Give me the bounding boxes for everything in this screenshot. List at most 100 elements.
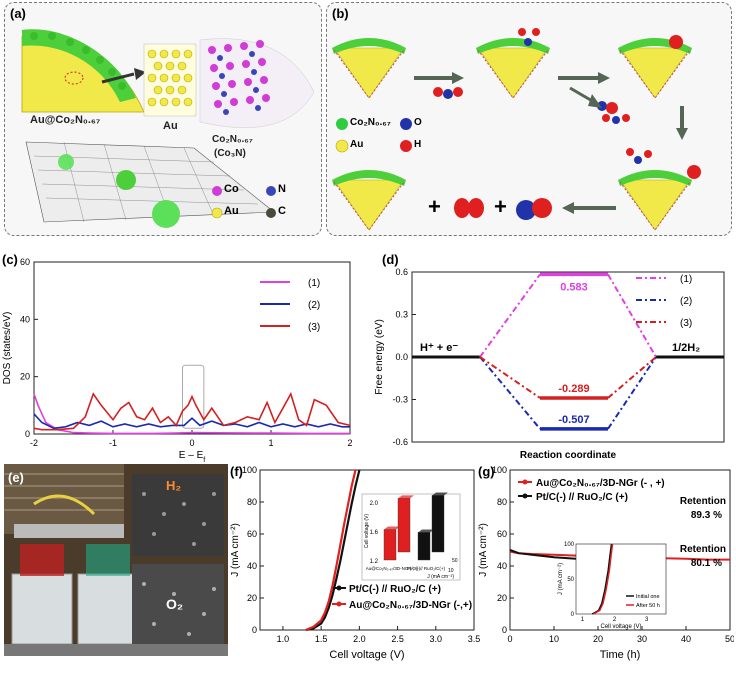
plus-sign-1: + bbox=[428, 194, 441, 219]
panel-c-label: (c) bbox=[2, 252, 18, 267]
g-inset-legend-label-2: After 50 h bbox=[636, 603, 660, 609]
g-inset-x-tick-label: 1 bbox=[581, 617, 585, 623]
composite-label: Au@Co₂N₀.₆₇ bbox=[30, 114, 101, 126]
g-legend-marker-2 bbox=[522, 493, 528, 499]
panel-a-label: (a) bbox=[10, 6, 26, 21]
dos-plot-frame bbox=[33, 261, 351, 435]
f-inset-z-tick-1: 10 bbox=[448, 568, 454, 574]
f-inset-bar-au-10-top bbox=[384, 526, 400, 530]
y-tick-label: 0 bbox=[502, 625, 507, 635]
plus-sign-2: + bbox=[494, 194, 507, 219]
y-tick-label: 0.0 bbox=[395, 352, 408, 362]
y-tick-label: -0.3 bbox=[392, 395, 408, 405]
panel-f-label: (f) bbox=[230, 464, 243, 479]
legend-au-label: Au bbox=[224, 205, 239, 217]
y-axis-label: Free energy (eV) bbox=[374, 319, 385, 395]
g-inset-x-tick-label: 3 bbox=[645, 617, 649, 623]
panel-g-label: (g) bbox=[478, 464, 495, 479]
x-axis-label: Time (h) bbox=[600, 649, 641, 661]
g-inset-y-tick-label: 50 bbox=[567, 577, 574, 583]
y-tick-label: 100 bbox=[242, 465, 257, 475]
co3n-label: (Co₃N) bbox=[214, 148, 246, 159]
x-tick-label: 1.5 bbox=[315, 634, 328, 644]
f-series-2 bbox=[305, 469, 357, 632]
f-inset-y-label: Cell voltage (V) bbox=[364, 514, 370, 549]
dos-series-1 bbox=[33, 393, 350, 435]
x-axis-label: Reaction coordinate bbox=[520, 450, 617, 461]
legend-c-label: C bbox=[278, 205, 286, 217]
legend-co2n-label: Co₂N₀.₆₇ bbox=[350, 117, 391, 128]
g-inset-legend-label-1: Initial one bbox=[636, 594, 660, 600]
panel-e-photo bbox=[4, 464, 228, 656]
legend-label-1: (1) bbox=[680, 274, 692, 285]
f-legend-marker-1 bbox=[336, 585, 342, 591]
y-axis-label: J (mA cm⁻²) bbox=[478, 523, 489, 577]
fe-path-out-2 bbox=[607, 356, 657, 430]
fe-path-in-3 bbox=[479, 356, 541, 399]
dos-series-3 bbox=[33, 391, 351, 431]
f-legend-marker-2 bbox=[336, 601, 342, 607]
x-tick-label: 1 bbox=[268, 438, 273, 448]
retention-1-label: Retention bbox=[680, 496, 726, 507]
x-tick-label: 30 bbox=[637, 634, 647, 644]
f-legend-label-2: Au@Co₂N₀.₆₇/3D-NGr (-,+) bbox=[349, 600, 472, 611]
g-inset-frame bbox=[575, 543, 667, 615]
g-inset-y-label: J (mA cm⁻²) bbox=[558, 563, 564, 595]
y-tick-label: 60 bbox=[247, 529, 257, 539]
y-tick-label: 0 bbox=[252, 625, 257, 635]
y-tick-label: 0 bbox=[25, 429, 30, 439]
retention-2-label: Retention bbox=[680, 544, 726, 555]
legend-au-b-label: Au bbox=[350, 139, 364, 150]
legend-o-label: O bbox=[414, 117, 422, 128]
f-inset-bar-pt-50 bbox=[431, 495, 445, 553]
f-inset-bar-pt-50-top bbox=[432, 492, 448, 496]
fe-value-label-3: -0.289 bbox=[558, 383, 589, 395]
g-inset-x-label: Cell voltage (V) bbox=[600, 624, 641, 630]
x-tick-label: 1.0 bbox=[277, 634, 290, 644]
polarization-chart: 1.0 1.5 2.0 2.5 3.0 3.5 0 20 40 60 80 100 Cell volta… bbox=[230, 465, 480, 661]
y-tick-label: 0.6 bbox=[395, 267, 408, 277]
x-tick-label: 2.5 bbox=[391, 634, 404, 644]
dos-series-2 bbox=[33, 413, 350, 430]
f-inset-z-tick-2: 50 bbox=[452, 558, 458, 564]
fe-value-label-2: -0.507 bbox=[558, 414, 589, 426]
fe-path-in-2 bbox=[479, 356, 541, 430]
x-tick-label: 2.0 bbox=[353, 634, 366, 644]
panel-b-label: (b) bbox=[332, 6, 349, 21]
panel-d-label: (d) bbox=[382, 252, 399, 267]
x-tick-label: -1 bbox=[109, 438, 117, 448]
y-tick-label: 40 bbox=[247, 561, 257, 571]
f-inset-y-tick-label: 2.0 bbox=[370, 501, 379, 507]
f-inset-bar-pt-10 bbox=[417, 532, 431, 561]
y-tick-label: 100 bbox=[492, 465, 507, 475]
y-tick-label: 60 bbox=[20, 257, 30, 267]
fe-path-out-1 bbox=[607, 273, 657, 358]
g-inset: 1 2 3 0 50 100 Cell voltage (V) J (mA cm⁻²) Init… bbox=[558, 542, 667, 630]
fe-value-label-1: 0.583 bbox=[560, 281, 588, 293]
f-legend-label-1: Pt/C(-) // RuO₂/C (+) bbox=[349, 584, 441, 595]
legend-label-3: (3) bbox=[680, 318, 692, 329]
g-inset-y-tick-label: 100 bbox=[564, 542, 575, 548]
electrolyzer-photo bbox=[4, 464, 228, 656]
final-state-label: 1/2H₂ bbox=[672, 342, 700, 354]
panel-b-figure bbox=[331, 28, 701, 231]
x-tick-label: 3.0 bbox=[430, 634, 443, 644]
initial-state-label: H⁺ + e⁻ bbox=[420, 342, 458, 354]
free-energy-chart: 0.6 0.3 0.0 -0.3 -0.6 Reaction coordinate Free… bbox=[374, 267, 725, 461]
x-tick-label: 40 bbox=[681, 634, 691, 644]
f-inset-category-2: Pt/C(-)// RuO₂/C(+) bbox=[407, 566, 446, 571]
y-tick-label: 20 bbox=[20, 372, 30, 382]
y-tick-label: 60 bbox=[497, 529, 507, 539]
panel-e-label: (e) bbox=[8, 470, 24, 485]
g-inset-y-tick-label: 0 bbox=[571, 612, 575, 618]
x-tick-label: 0 bbox=[507, 634, 512, 644]
x-tick-label: 20 bbox=[593, 634, 603, 644]
f-inset-y-tick-label: 1.6 bbox=[370, 530, 379, 536]
fe-path-out-3 bbox=[607, 356, 657, 399]
legend-label-1: (1) bbox=[308, 278, 320, 289]
legend-label-2: (2) bbox=[308, 300, 320, 311]
f-inset-bar-au-10 bbox=[383, 529, 397, 561]
co2n-label: Co₂N₀.₆₇ bbox=[212, 134, 253, 145]
x-axis-label: Cell voltage (V) bbox=[329, 649, 404, 661]
